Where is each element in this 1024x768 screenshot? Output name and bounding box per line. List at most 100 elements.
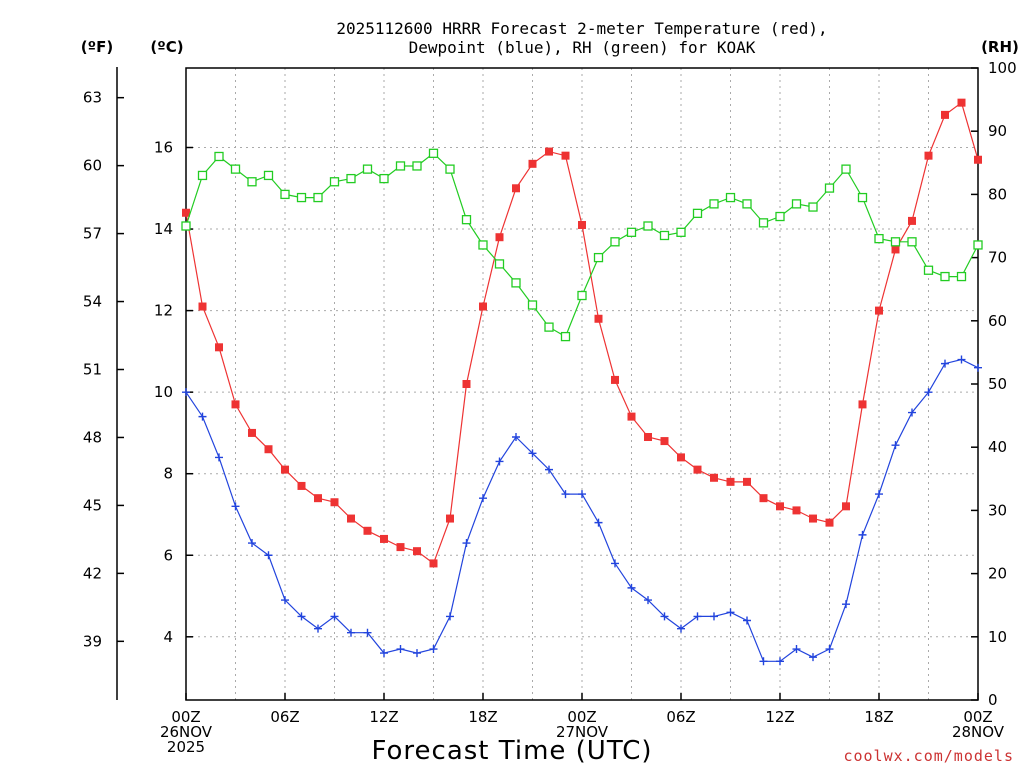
temperature-point <box>314 494 322 503</box>
fahrenheit-tick-label: 51 <box>83 361 102 379</box>
temperature-point <box>924 151 933 160</box>
x-axis-label: Forecast Time (UTC) <box>371 736 652 766</box>
temperature-point <box>215 343 223 352</box>
dewpoint-point <box>677 624 685 633</box>
temperature-point <box>842 502 850 511</box>
temperature-point <box>528 159 537 168</box>
dewpoint-point <box>281 596 289 605</box>
dewpoint-point <box>578 490 586 499</box>
rh-point <box>923 265 934 275</box>
rh-point <box>511 278 521 288</box>
celsius-unit-label: (ºC) <box>150 38 183 56</box>
rh-point <box>478 240 488 250</box>
rh-point <box>940 271 950 282</box>
temperature-point <box>479 302 487 311</box>
rh-point <box>577 290 587 301</box>
rh-point <box>181 221 191 231</box>
rh-point <box>824 183 835 193</box>
temperature-point <box>594 314 603 323</box>
temperature-point <box>825 518 834 527</box>
temperature-point <box>677 453 685 462</box>
dewpoint-point <box>594 518 603 527</box>
rh-point <box>247 177 257 187</box>
rh-point <box>775 211 785 222</box>
rh-point <box>560 331 571 342</box>
fahrenheit-tick-label: 63 <box>83 89 102 107</box>
rh-point <box>907 237 917 247</box>
temperature-point <box>561 151 570 160</box>
dewpoint-point <box>446 612 454 621</box>
series-rh <box>181 148 983 342</box>
rh-tick-label: 60 <box>988 312 1007 330</box>
dewpoint-point <box>858 530 867 539</box>
rh-point <box>758 218 769 228</box>
dewpoint-point <box>528 449 537 458</box>
dewpoint-point <box>215 453 223 462</box>
rh-tick-label: 30 <box>988 501 1007 519</box>
temperature-point <box>413 547 421 556</box>
rh-point <box>593 252 604 263</box>
dewpoint-point <box>297 612 306 621</box>
rh-point <box>395 161 406 171</box>
rh-point <box>494 259 505 269</box>
credit-text: coolwx.com/models <box>843 747 1014 765</box>
rh-point <box>857 192 868 203</box>
rh-tick-label: 100 <box>988 59 1017 77</box>
celsius-tick-label: 16 <box>154 139 173 157</box>
temperature-point <box>726 477 735 486</box>
dewpoint-point <box>957 355 966 364</box>
temperature-point <box>264 445 273 454</box>
rh-point <box>956 271 967 282</box>
temperature-point <box>297 481 306 490</box>
dewpoint-point <box>891 441 900 450</box>
temperature-point <box>941 110 949 119</box>
x-tick-label: 28NOV <box>952 723 1005 741</box>
dewpoint-point <box>924 388 933 397</box>
rh-point <box>973 240 983 250</box>
fahrenheit-tick-label: 45 <box>83 496 102 514</box>
dewpoint-point <box>611 559 619 568</box>
x-tick-label: 00Z <box>567 708 596 726</box>
temperature-point <box>198 302 207 311</box>
temperature-point <box>660 437 669 446</box>
dewpoint-point <box>660 612 669 621</box>
x-tick-label: 18Z <box>864 708 893 726</box>
celsius-tick-label: 4 <box>163 628 173 646</box>
x-tick-label: 27NOV <box>556 723 609 741</box>
dewpoint-point <box>941 359 949 368</box>
temperature-point <box>710 473 718 482</box>
rh-unit-label: (RH) <box>981 38 1019 56</box>
dewpoint-point <box>248 539 256 548</box>
x-tick-label: 00Z <box>963 708 992 726</box>
rh-point <box>610 237 620 247</box>
temperature-point <box>281 465 289 474</box>
dewpoint-point <box>627 583 636 592</box>
x-tick-label: 2025 <box>167 738 205 756</box>
temperature-point <box>809 514 817 523</box>
dewpoint-point <box>462 539 471 548</box>
temperature-point <box>330 498 339 507</box>
chart-title-line-1: 2025112600 HRRR Forecast 2-meter Tempera… <box>336 19 827 38</box>
dewpoint-point <box>429 645 438 654</box>
dewpoint-point <box>512 433 520 442</box>
temperature-point <box>446 514 454 523</box>
dewpoint-point <box>842 600 850 609</box>
dewpoint-point <box>380 649 388 658</box>
rh-point <box>428 148 439 158</box>
rh-point <box>230 164 241 174</box>
rh-point <box>643 221 653 231</box>
chart-title-line-2: Dewpoint (blue), RH (green) for KOAK <box>409 38 756 57</box>
rh-tick-label: 80 <box>988 185 1007 203</box>
dewpoint-point <box>726 608 735 617</box>
rh-point <box>742 199 752 209</box>
temperature-point <box>363 526 372 535</box>
fahrenheit-tick-label: 42 <box>83 564 102 582</box>
x-tick-label: 18Z <box>468 708 497 726</box>
celsius-tick-label: 10 <box>154 383 173 401</box>
rh-point <box>263 170 274 181</box>
temperature-point <box>792 506 801 515</box>
temperature-point <box>347 514 355 523</box>
temperature-point <box>627 412 636 421</box>
temperature-point <box>578 220 586 229</box>
